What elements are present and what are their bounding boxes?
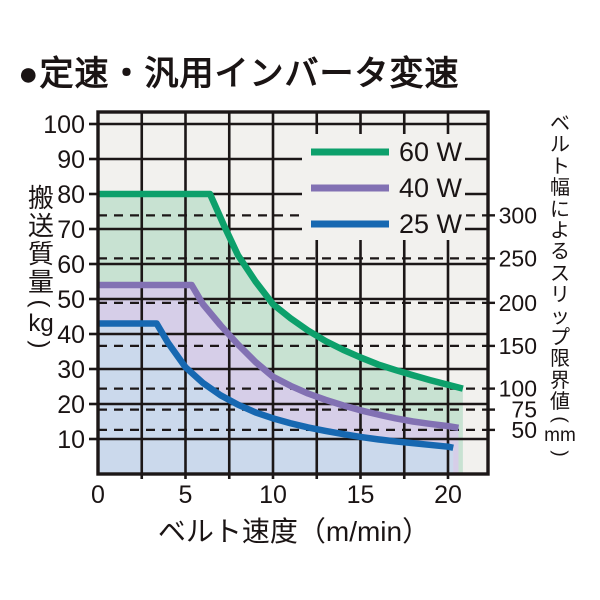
page-title: ●定速・汎用インバータ変速 (18, 55, 460, 93)
y-tick-label-right: 100 (499, 376, 537, 402)
series-curve-25w (98, 320, 454, 451)
axis-title-char: 量 (27, 267, 54, 298)
y-axis-label-right: ベルト幅によるスリップ限界値(mm) (543, 113, 577, 460)
axis-title-char: ッ (550, 305, 570, 328)
y-tick-label-right: 150 (499, 333, 537, 359)
legend-label-60w: 60 W (399, 137, 463, 167)
x-tick-label: 5 (179, 481, 193, 509)
y-tick-label-left: 30 (57, 356, 85, 384)
x-tick-label: 10 (259, 481, 287, 509)
y-tick-label-right: 300 (499, 202, 537, 228)
y-tick-label-left: 50 (57, 286, 85, 314)
y-tick-label-right: 50 (511, 417, 537, 443)
axis-title-char: 値 (550, 391, 570, 414)
axis-title-char: ス (550, 262, 570, 285)
axis-title-char: ル (550, 134, 570, 157)
axis-title-char: よ (550, 219, 570, 242)
series-curve-40w (98, 281, 460, 432)
x-tick-label: 0 (91, 481, 105, 509)
axis-title-char: 搬 (27, 183, 54, 213)
axis-title-char: る (550, 241, 570, 264)
axis-title-char: 幅 (550, 177, 570, 200)
axis-title-char: 界 (550, 369, 570, 392)
legend-label-25w: 25 W (399, 209, 463, 239)
axis-title-char: ベ (550, 113, 570, 135)
y-tick-label-left: 70 (57, 216, 85, 244)
axis-title-char: 送 (27, 211, 54, 242)
axis-title-char: 質 (27, 239, 54, 270)
y-tick-label-left: 40 (57, 321, 85, 349)
x-tick-label: 15 (347, 481, 375, 509)
y-tick-label-right: 250 (499, 245, 537, 271)
y-tick-label-left: 20 (57, 391, 85, 419)
axis-title-char: リ (550, 284, 570, 307)
y-tick-label-left: 10 (57, 426, 85, 454)
axis-title-char: kg (28, 310, 54, 338)
axis-title-char: ト (550, 155, 570, 178)
y-tick-label-left: 80 (57, 181, 85, 209)
axis-title-char: 限 (550, 348, 570, 371)
axis-title-char: プ (550, 326, 570, 349)
axis-title-char: に (550, 198, 570, 221)
series-area-25w (98, 323, 454, 474)
y-axis-label-left: 搬送質量(kg) (22, 184, 60, 352)
series-curve-60w (98, 190, 464, 392)
y-tick-label-right: 200 (499, 290, 537, 316)
y-tick-label-left: 60 (57, 251, 85, 279)
y-tick-label-left: 90 (57, 146, 85, 174)
y-tick-label-left: 100 (43, 111, 85, 139)
plot-frame (96, 110, 490, 476)
y-tick-label-right: 75 (511, 397, 537, 423)
axis-title-char: mm (544, 425, 576, 447)
x-axis-label: ベルト速度（m/min） (157, 516, 431, 547)
x-tick-label: 20 (434, 481, 462, 509)
legend-label-40w: 40 W (399, 173, 463, 203)
